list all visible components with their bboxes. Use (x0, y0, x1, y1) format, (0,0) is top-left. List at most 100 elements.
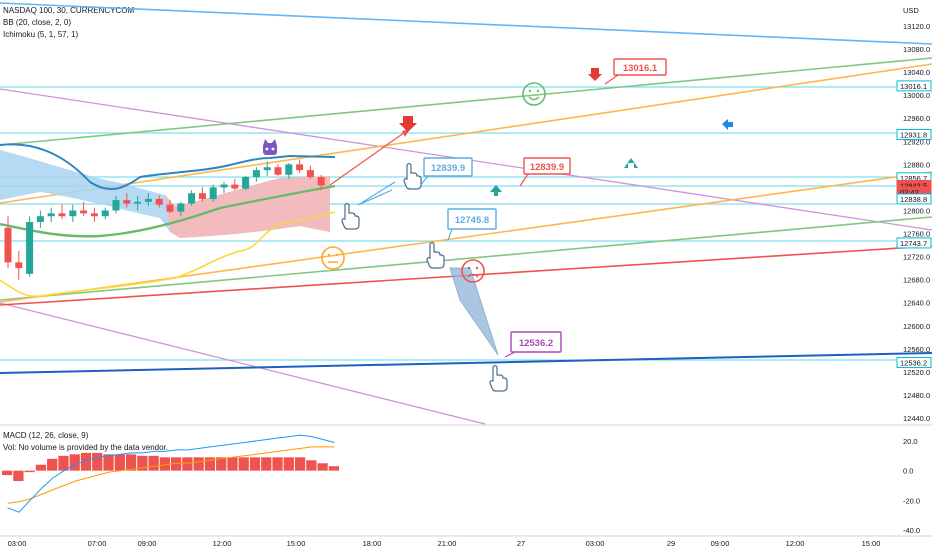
macd-histogram-bar (182, 457, 193, 471)
price-badge-label: 12843.5 (900, 181, 927, 190)
candle-body[interactable] (123, 200, 131, 204)
candle-body[interactable] (231, 184, 239, 189)
pointing-hand-icon[interactable] (489, 364, 508, 392)
bollinger-upper (0, 143, 336, 191)
candle-body[interactable] (101, 210, 109, 217)
price-badge-label: 13016.1 (900, 82, 927, 91)
price-tick-label: 13000.0 (903, 91, 930, 100)
trendline-navy[interactable] (0, 352, 932, 374)
macd-histogram-bar (171, 457, 182, 471)
arrow-left-icon[interactable] (722, 119, 733, 130)
price-badge[interactable] (896, 193, 932, 205)
smiley-happy-icon[interactable] (522, 82, 546, 106)
candle-body[interactable] (166, 204, 174, 212)
price-badge[interactable] (896, 80, 932, 92)
price-badge-label: 12931.8 (900, 130, 927, 139)
smiley-eye (536, 89, 540, 93)
candle-body[interactable] (134, 201, 142, 204)
candle-body[interactable] (90, 213, 98, 217)
smiley-mouth (528, 96, 540, 101)
price-tick-label: 12880.0 (903, 160, 930, 169)
cat-eye (265, 147, 269, 151)
candle-body[interactable] (58, 213, 66, 217)
callout-pointer (504, 351, 516, 358)
smiley-sad-icon[interactable] (461, 259, 485, 283)
macd-histogram-bar (204, 457, 216, 471)
callout-box[interactable] (423, 157, 473, 177)
price-badge[interactable] (896, 128, 932, 140)
arrow-down-icon[interactable] (588, 68, 602, 81)
candle-body[interactable] (285, 164, 293, 175)
arrow-up-icon[interactable] (624, 158, 638, 168)
candle-body[interactable] (15, 262, 23, 269)
bb-indicator-label[interactable]: BB (20, close, 2, 0) (3, 18, 71, 27)
macd-tick-label: 20.0 (903, 437, 918, 446)
arrow-down-icon[interactable] (399, 116, 417, 132)
pointing-hand-icon[interactable] (403, 162, 422, 190)
candle-body[interactable] (26, 222, 34, 274)
candle-body[interactable] (177, 203, 185, 212)
candle-body[interactable] (220, 184, 228, 188)
candle-body[interactable] (317, 177, 325, 186)
price-tick-label: 12640.0 (903, 299, 930, 308)
callout-box[interactable] (510, 331, 562, 353)
time-tick-label: 12:00 (786, 539, 805, 548)
trendline-purple-lower[interactable] (0, 302, 486, 425)
candle-body[interactable] (252, 170, 260, 178)
arrow-up-icon[interactable] (490, 185, 502, 196)
trendline-orange-upper[interactable] (0, 63, 932, 204)
callout-label: 13016.1 (623, 63, 658, 74)
price-tick-label: 12520.0 (903, 368, 930, 377)
pointing-hand-icon[interactable] (426, 241, 445, 269)
ichimoku-lagging-span (0, 211, 336, 298)
callout-label: 12745.8 (455, 215, 489, 226)
callout-box[interactable] (523, 157, 571, 175)
callout-label: 12839.9 (530, 162, 564, 173)
trendline-orange-lower[interactable] (0, 171, 932, 303)
price-badge-label: 02:42 (900, 188, 919, 197)
candle-body[interactable] (306, 170, 314, 178)
price-tick-label: 12920.0 (903, 137, 930, 146)
candle-body[interactable] (80, 210, 88, 214)
trendline-green-upper[interactable] (0, 57, 932, 146)
candle-body[interactable] (47, 213, 55, 217)
candle-body[interactable] (69, 210, 77, 217)
callout-box[interactable] (447, 208, 497, 230)
macd-histogram-bar (159, 457, 170, 471)
candle-body[interactable] (144, 198, 152, 202)
macd-histogram-bar (216, 457, 227, 471)
pointing-hand-icon[interactable] (341, 202, 360, 230)
projection-arrow-blue[interactable] (357, 181, 396, 206)
macd-histogram-bar (283, 457, 294, 471)
candle-body[interactable] (198, 193, 206, 199)
candle-body[interactable] (155, 198, 163, 205)
projection-arrow-red[interactable] (329, 129, 409, 186)
macd-histogram-bar (272, 457, 283, 471)
macd-tick-label: -40.0 (903, 526, 920, 535)
smiley-neutral-icon[interactable] (321, 246, 345, 270)
candle-body[interactable] (112, 200, 120, 211)
macd-tick-label: -20.0 (903, 496, 920, 505)
candle-body[interactable] (263, 167, 271, 171)
callout-box[interactable] (613, 58, 667, 76)
trendline-green-lower[interactable] (0, 216, 932, 301)
candle-body[interactable] (4, 227, 12, 263)
price-badge[interactable] (896, 357, 932, 369)
candle-body[interactable] (296, 164, 304, 171)
price-badge[interactable] (896, 237, 932, 249)
macd-tick-label: 0.0 (903, 467, 913, 476)
macd-indicator-label[interactable]: MACD (12, 26, close, 9) (3, 431, 89, 440)
candle-body[interactable] (209, 187, 217, 199)
smiley-eye (335, 253, 339, 257)
candle-body[interactable] (242, 177, 250, 189)
candle-body[interactable] (36, 216, 44, 222)
cat-ear (263, 139, 269, 146)
cat-face-icon[interactable] (263, 143, 277, 155)
candle-body[interactable] (274, 167, 282, 175)
price-tick-label: 12560.0 (903, 345, 930, 354)
big-arrow-down[interactable] (449, 267, 499, 356)
trendline-blue-top[interactable] (0, 2, 932, 45)
candle-body[interactable] (188, 193, 196, 204)
ichimoku-indicator-label[interactable]: Ichimoku (5, 1, 57, 1) (3, 30, 78, 39)
